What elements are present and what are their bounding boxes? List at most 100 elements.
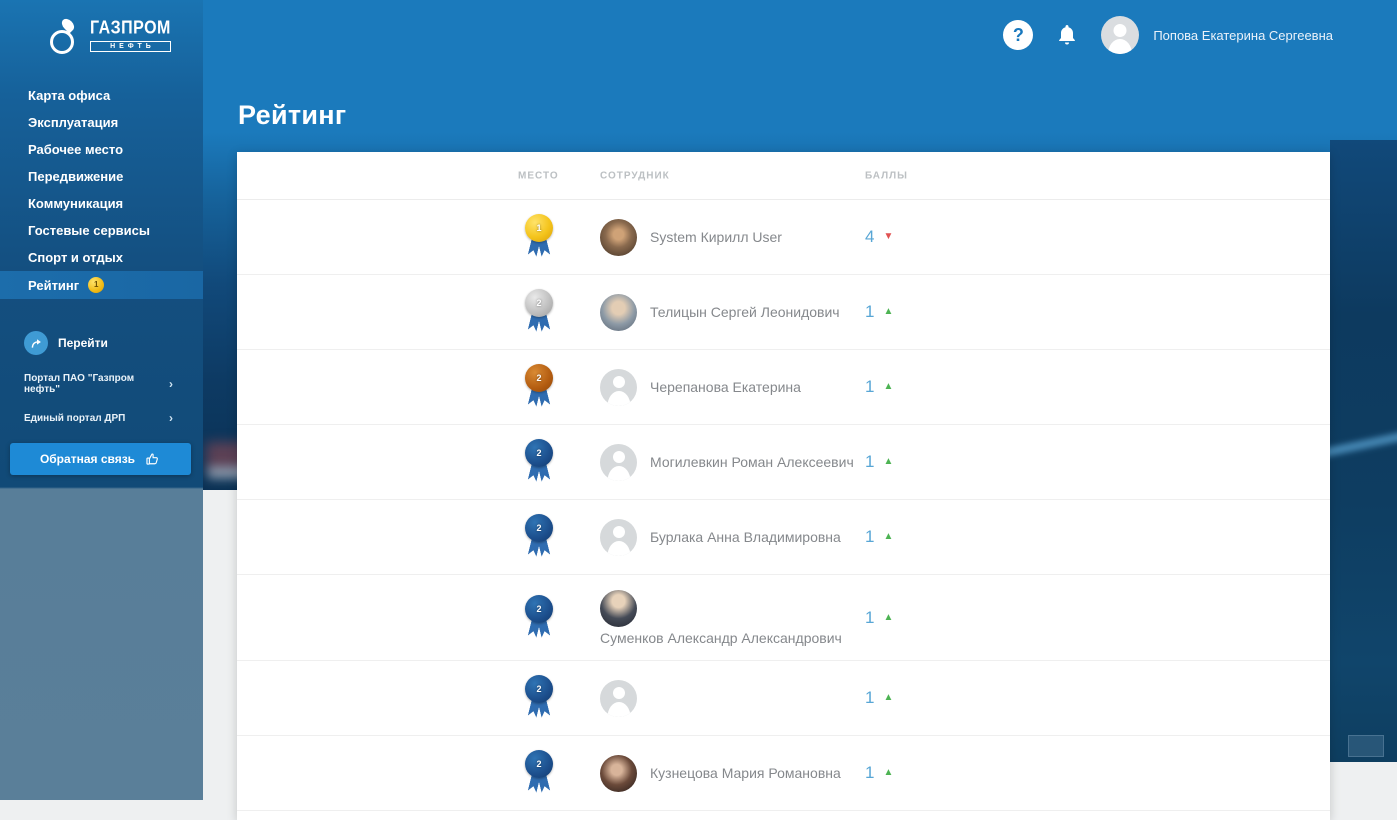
- table-row[interactable]: 2 Черепанова Екатерина 1 ▲: [237, 350, 1330, 425]
- sidebar-item-7[interactable]: Спорт и отдых: [0, 244, 203, 271]
- table-row[interactable]: 2 Могилевкин Роман Алексеевич 1 ▲: [237, 425, 1330, 500]
- medal-place-number: 2: [525, 594, 553, 623]
- external-links: Портал ПАО "Газпром нефть" › Единый портал…: [0, 365, 203, 433]
- score-cell: 1 ▲: [865, 763, 893, 783]
- logo-text-bottom: НЕФТЬ: [90, 41, 171, 52]
- score-value: 1: [865, 302, 875, 321]
- sidebar-item-label: Рейтинг: [28, 277, 80, 293]
- table-header: МЕСТО СОТРУДНИК БАЛЛЫ: [237, 152, 1330, 200]
- table-row[interactable]: 2 1 ▲: [237, 661, 1330, 736]
- avatar-placeholder-icon: [600, 368, 637, 406]
- thumbs-up-icon: [144, 451, 161, 468]
- external-link-2[interactable]: Единый портал ДРП ›: [0, 403, 203, 433]
- chevron-right-icon: ›: [169, 411, 173, 425]
- table-body: 1 System Кирилл User 4 ▼ 2 Телицын Сергей Лео…: [237, 200, 1330, 811]
- feedback-button-label: Обратная связь: [39, 452, 136, 466]
- rating-medal-badge-icon: 1: [88, 277, 105, 293]
- medal-place-number: 2: [525, 289, 553, 317]
- avatar-photo: [600, 293, 637, 331]
- medal-gold-icon: 1: [524, 214, 554, 260]
- sidebar-item-label: Коммуникация: [28, 196, 124, 211]
- score-value: 1: [865, 607, 875, 627]
- sidebar-item-label: Карта офиса: [28, 88, 111, 103]
- score-value: 1: [865, 763, 875, 782]
- medal-bronze-icon: 2: [524, 364, 554, 410]
- medal-place-number: 2: [525, 439, 553, 467]
- sidebar-item-label: Передвижение: [28, 169, 124, 184]
- place-cell: 2: [524, 439, 600, 485]
- go-label: Перейти: [58, 336, 108, 350]
- medal-blue-icon: 2: [524, 439, 554, 485]
- sidebar-item-8[interactable]: Рейтинг 1: [0, 271, 203, 299]
- employee-name: Бурлака Анна Владимировна: [650, 529, 841, 545]
- medal-place-number: 2: [525, 364, 553, 392]
- score-cell: 1 ▲: [865, 452, 893, 472]
- sidebar-item-4[interactable]: Передвижение: [0, 163, 203, 190]
- sidebar-item-5[interactable]: Коммуникация: [0, 190, 203, 217]
- trend-up-icon: ▲: [883, 306, 894, 317]
- score-value: 1: [865, 688, 875, 707]
- medal-place-number: 2: [525, 514, 553, 542]
- sidebar-item-3[interactable]: Рабочее место: [0, 136, 203, 163]
- trend-up-icon: ▲: [883, 767, 894, 778]
- go-section[interactable]: Перейти: [24, 331, 179, 355]
- notifications-bell-icon[interactable]: [1055, 23, 1079, 47]
- feedback-button[interactable]: Обратная связь: [10, 443, 191, 475]
- avatar-placeholder-icon: [600, 679, 637, 717]
- score-cell: 1 ▲: [865, 688, 893, 708]
- user-menu[interactable]: Попова Екатерина Сергеевна: [1101, 16, 1333, 54]
- employee-name: Кузнецова Мария Романовна: [650, 765, 841, 781]
- score-value: 4: [865, 227, 875, 246]
- logo-text-top: ГАЗПРОМ: [90, 18, 171, 39]
- sidebar-menu: Карта офиса Эксплуатация Рабочее место Пере…: [0, 82, 203, 299]
- go-arrow-icon: [24, 331, 48, 355]
- score-cell: 1 ▲: [865, 527, 893, 547]
- medal-silver-icon: 2: [524, 289, 554, 335]
- chevron-right-icon: ›: [169, 377, 173, 391]
- employee-cell: Суменков Александр Александрович: [600, 583, 865, 653]
- score-cell: 1 ▲: [865, 302, 893, 322]
- employee-cell: [600, 679, 865, 717]
- user-avatar: [1101, 16, 1140, 54]
- employee-name: Черепанова Екатерина: [650, 379, 801, 395]
- score-cell: 1 ▲: [865, 377, 893, 397]
- external-link-1[interactable]: Портал ПАО "Газпром нефть" ›: [0, 365, 203, 403]
- score-value: 1: [865, 377, 875, 396]
- medal-blue-icon: 2: [524, 514, 554, 560]
- sidebar-item-label: Рабочее место: [28, 142, 124, 157]
- table-row[interactable]: 2 Бурлака Анна Владимировна 1 ▲: [237, 500, 1330, 575]
- score-value: 1: [865, 527, 875, 546]
- external-link-label: Единый портал ДРП: [24, 412, 126, 424]
- avatar-photo: [600, 218, 637, 256]
- trend-up-icon: ▲: [883, 531, 894, 542]
- column-header: МЕСТО: [518, 170, 559, 181]
- medal-blue-icon: 2: [524, 750, 554, 796]
- table-row[interactable]: 1 System Кирилл User 4 ▼: [237, 200, 1330, 275]
- rating-table-card: МЕСТО СОТРУДНИК БАЛЛЫ 1 System Кирилл User 4…: [237, 152, 1330, 820]
- place-cell: 2: [524, 594, 600, 641]
- table-row[interactable]: 2 Телицын Сергей Леонидович 1 ▲: [237, 275, 1330, 350]
- gazprom-flame-icon: [50, 16, 82, 56]
- trend-up-icon: ▲: [883, 381, 894, 392]
- sidebar-item-1[interactable]: Карта офиса: [0, 82, 203, 109]
- employee-cell: Кузнецова Мария Романовна: [600, 754, 865, 792]
- score-cell: 4 ▼: [865, 227, 893, 247]
- sidebar-item-2[interactable]: Эксплуатация: [0, 109, 203, 136]
- place-cell: 2: [524, 750, 600, 796]
- sidebar-item-label: Спорт и отдых: [28, 250, 123, 265]
- avatar-placeholder-icon: [600, 443, 637, 481]
- sidebar-item-6[interactable]: Гостевые сервисы: [0, 217, 203, 244]
- table-row[interactable]: 2 Кузнецова Мария Романовна 1 ▲: [237, 736, 1330, 811]
- table-row[interactable]: 2 Суменков Александр Александрович 1 ▲: [237, 575, 1330, 661]
- medal-place-number: 1: [525, 214, 553, 242]
- top-bar: ? Попова Екатерина Сергеевна: [1003, 16, 1333, 54]
- employee-name: System Кирилл User: [650, 229, 782, 245]
- column-header: СОТРУДНИК: [600, 170, 670, 181]
- employee-cell: Бурлака Анна Владимировна: [600, 518, 865, 556]
- help-icon[interactable]: ?: [1003, 20, 1034, 50]
- external-link-label: Портал ПАО "Газпром нефть": [24, 373, 135, 395]
- page-title: Рейтинг: [238, 100, 347, 130]
- score-value: 1: [865, 452, 875, 471]
- employee-cell: Телицын Сергей Леонидович: [600, 293, 865, 331]
- gazprom-neft-logo[interactable]: ГАЗПРОМ НЕФТЬ: [50, 16, 203, 56]
